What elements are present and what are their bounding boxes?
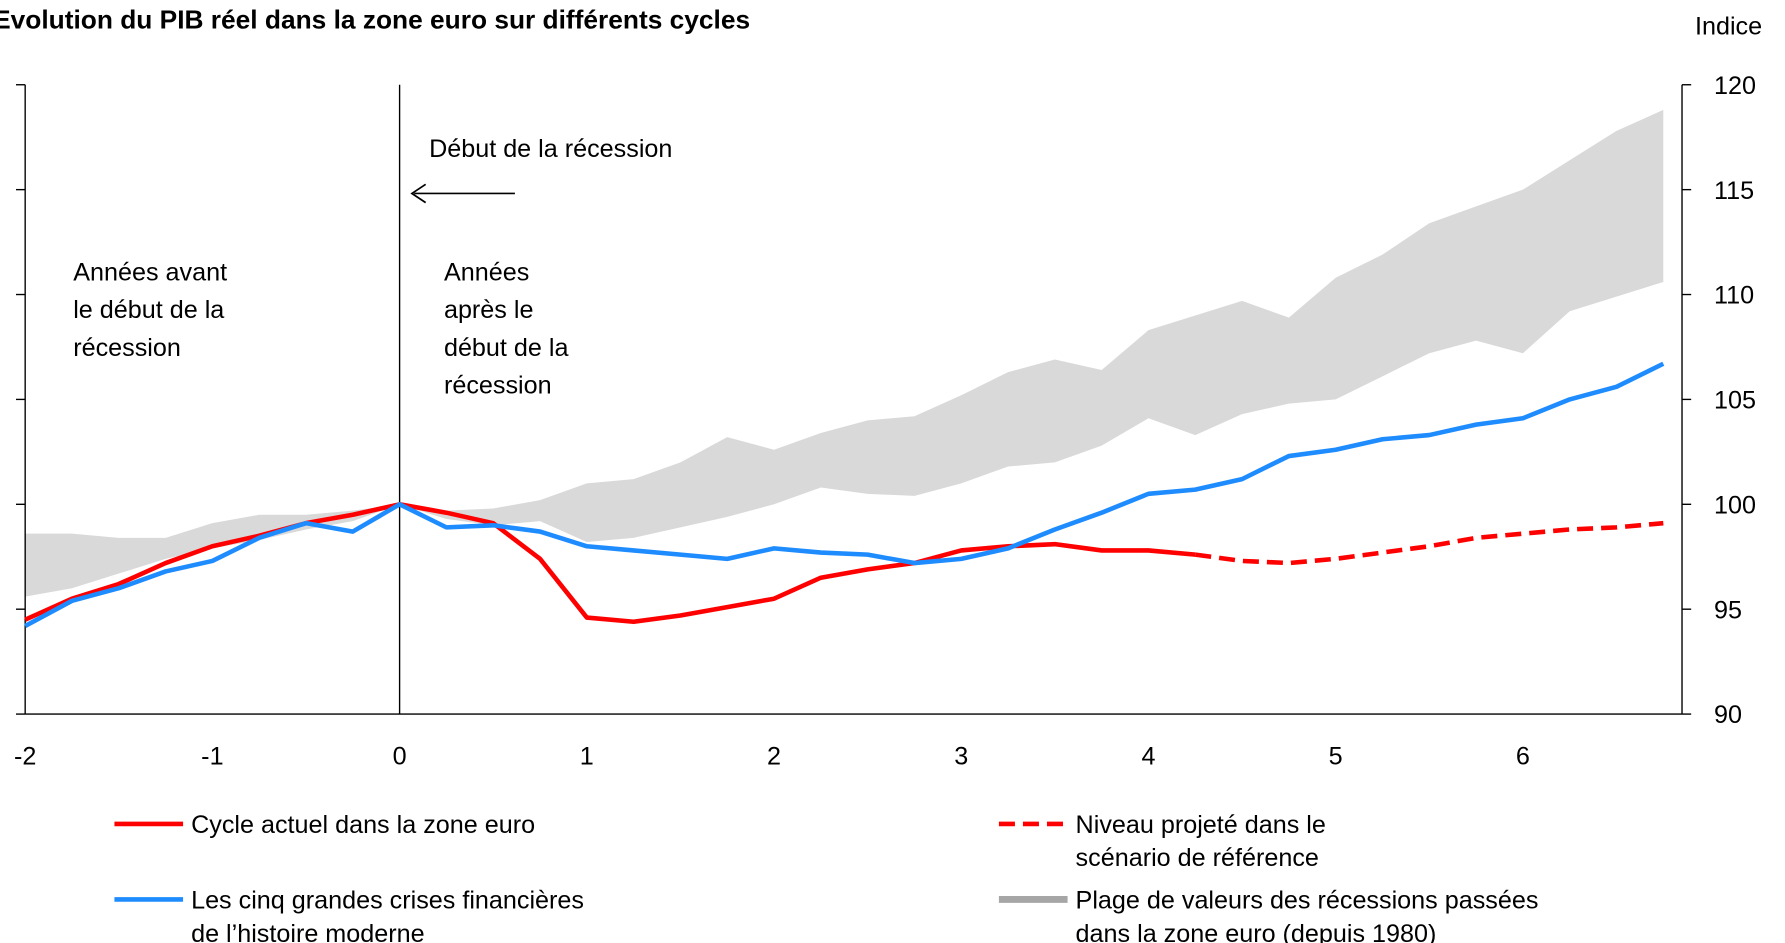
y-tick-label: 110 [1714,282,1754,310]
y-tick-label: 105 [1714,387,1756,415]
legend-label: Les cinq grandes crises financières de l’… [191,887,584,943]
text-line: Cycle actuel dans la zone euro [191,811,535,839]
text-line: récession [73,334,181,362]
legend-label: Cycle actuel dans la zone euro [191,811,535,839]
text-line: Plage de valeurs des récessions passées [1076,887,1539,915]
arrow-head [410,183,427,204]
x-tick-label: -1 [201,742,223,770]
x-tick-label: -2 [14,742,36,770]
series-line [24,361,1665,628]
y-tick-label: 90 [1714,701,1742,729]
x-tick-label: 1 [580,742,594,770]
text-line: dans la zone euro (depuis 1980) [1076,920,1437,943]
x-tick-label: 4 [1141,742,1155,770]
text-line: début de la [444,334,569,362]
x-tick-label: 3 [954,742,968,770]
text-line: le début de la [73,296,224,324]
text-line: récession [444,372,552,400]
text-line: de l’histoire moderne [191,920,425,943]
y-axis-label: Indice [1695,12,1762,40]
text-line: Les cinq grandes crises financières [191,887,584,915]
range-band [25,109,1664,597]
text-line: après le [444,296,534,324]
y-tick-label: 100 [1714,491,1756,519]
annotation: Années avant le début de la récession [73,258,227,362]
x-tick-label: 6 [1516,742,1530,770]
text-line: Niveau projeté dans le [1076,811,1326,839]
y-tick-label: 115 [1714,177,1754,205]
text-line: Années [444,258,529,286]
series-line [1194,520,1664,566]
x-tick-label: 2 [767,742,781,770]
legend-label: Niveau projeté dans le scénario de référe… [1076,811,1326,872]
x-tick-label: 0 [393,742,407,770]
y-tick-label: 120 [1714,72,1756,100]
text-line: Années avant [73,258,227,286]
text-line: scénario de référence [1076,844,1319,872]
annotation: Années après le début de la récession [444,258,569,399]
series-line [24,502,1196,625]
text-line: Début de la récession [429,135,672,163]
annotation: Début de la récession [429,135,672,163]
y-tick-label: 95 [1714,596,1742,624]
x-tick-label: 5 [1329,742,1343,770]
chart-title: Evolution du PIB réel dans la zone euro … [0,5,750,35]
legend-label: Plage de valeurs des récessions passées d… [1076,887,1539,943]
